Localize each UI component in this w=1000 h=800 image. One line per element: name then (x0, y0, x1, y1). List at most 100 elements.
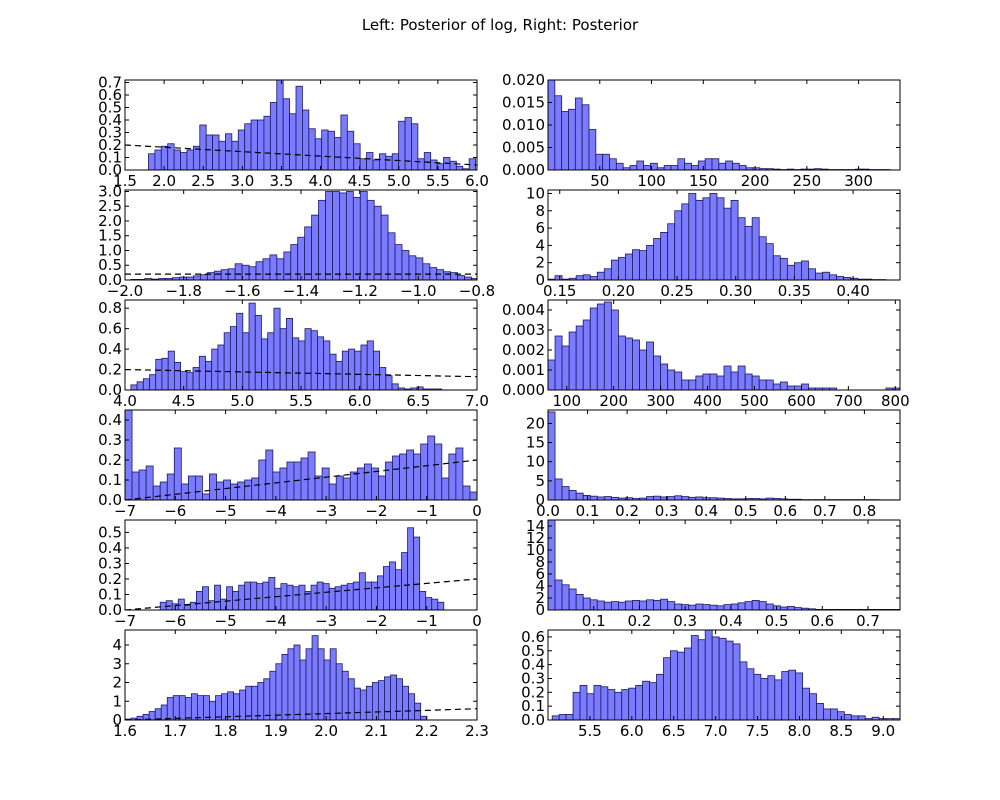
histogram-bar (681, 496, 690, 500)
histogram-bar (663, 657, 671, 720)
histogram-bar (298, 584, 306, 610)
histogram-bar (230, 483, 239, 500)
histogram-bar (561, 345, 570, 390)
histogram-bar (414, 702, 422, 720)
x-tick-label: 0.5 (734, 502, 758, 520)
histogram-bar (218, 140, 226, 170)
y-tick-label: 0.5 (521, 642, 545, 660)
x-tick-label: 0.3 (655, 502, 679, 520)
histogram-bar (340, 114, 348, 170)
histogram-bar (436, 269, 445, 280)
histogram-bar (420, 715, 428, 720)
x-tick-label: 5.5 (426, 172, 450, 190)
y-tick-label: 0.4 (521, 656, 545, 674)
x-tick-label: 7.5 (746, 722, 770, 740)
histogram-bar (603, 496, 612, 500)
plot-area (548, 193, 887, 280)
histogram-bar (830, 708, 838, 720)
histogram-bar (334, 137, 342, 170)
histogram-bar (469, 491, 477, 500)
histogram-bar (308, 128, 316, 170)
histogram-bar (213, 270, 222, 280)
histogram-bar (588, 129, 597, 170)
histogram-bar (582, 274, 591, 280)
histogram-bar (292, 337, 300, 390)
x-tick-label: 6.5 (662, 722, 686, 740)
histogram-bar (595, 153, 604, 170)
histogram-bar (779, 257, 788, 280)
histogram-bar (596, 271, 605, 280)
histogram-bar (299, 659, 307, 720)
histogram-bar (378, 153, 387, 170)
histogram-bar (237, 129, 246, 170)
y-tick-label: 2 (535, 254, 545, 272)
histogram-bar (589, 495, 598, 500)
x-tick-label: 0.25 (660, 282, 693, 300)
subplot-left-1: 1.5 2.0 2.5 3.0 3.5 4.0 4.5 5.0 5.5 6.00.00.10.20… (98, 74, 489, 191)
histogram-bar (372, 682, 379, 720)
plot-area (548, 301, 900, 390)
histogram-bar (427, 435, 436, 500)
histogram-bar (325, 191, 333, 280)
histogram-bar (130, 384, 138, 390)
histogram-bar (399, 453, 407, 500)
histogram-bar (586, 693, 595, 720)
histogram-bar (744, 601, 753, 610)
histogram-bar (725, 640, 734, 720)
histogram-bar (596, 600, 605, 610)
histogram-bar (242, 332, 250, 390)
histogram-bar (716, 197, 725, 280)
histogram-bar (625, 600, 633, 610)
histogram-bar (618, 601, 626, 610)
histogram-bar (251, 685, 259, 720)
y-tick-label: 0.7 (98, 74, 122, 92)
histogram-bar (625, 337, 633, 390)
histogram-bar (166, 697, 174, 720)
histogram-bar (356, 467, 365, 500)
histogram-bar (625, 253, 633, 280)
histogram-bar (709, 604, 718, 610)
y-tick-label: 0.000 (502, 161, 545, 179)
y-tick-label: 0 (112, 711, 122, 729)
y-tick-label: 0.4 (98, 539, 122, 557)
histogram-bar (751, 600, 760, 610)
histogram-bar (635, 684, 644, 720)
x-tick-label: −1.2 (341, 282, 377, 300)
histogram-bar (316, 581, 324, 610)
y-tick-label: 2.0 (98, 212, 122, 230)
histogram-bar (262, 258, 271, 280)
histogram-bar (370, 581, 378, 610)
histogram-bar (462, 485, 471, 500)
y-tick-label: 5 (535, 472, 545, 490)
histogram-bar (621, 689, 630, 720)
histogram-bar (372, 159, 380, 170)
histogram-bar (739, 661, 748, 720)
subplot-left-3: 4.0 4.5 5.0 5.5 6.0 6.5 7.0 0.0 0.2 0.4 0.6 0.8 (98, 299, 489, 410)
histogram-bar (697, 639, 706, 720)
x-tick-label: 2.5 (191, 172, 215, 190)
histogram-bar (227, 691, 235, 720)
histogram-bar (335, 663, 343, 720)
histogram-bar (317, 648, 325, 720)
histogram-bar (753, 673, 762, 720)
histogram-bar (795, 672, 804, 720)
histogram-bar (801, 383, 809, 390)
histogram-bar (575, 275, 584, 280)
histogram-bar (142, 378, 150, 390)
x-tick-label: −1.6 (224, 282, 260, 300)
histogram-bar (691, 165, 699, 170)
histogram-bar (148, 153, 156, 170)
x-tick-label: 0.6 (773, 502, 797, 520)
histogram-bar (561, 486, 570, 500)
x-tick-label: 200 (741, 172, 770, 190)
x-tick-label: −1.0 (400, 282, 436, 300)
y-tick-label: 0.5 (98, 523, 122, 541)
y-tick-label: 4 (535, 236, 545, 254)
histogram-bar (209, 473, 217, 500)
histogram-bar (646, 244, 654, 280)
histogram-bar (366, 340, 374, 390)
histogram-bar (688, 379, 697, 390)
y-tick-label: 0.010 (502, 116, 545, 134)
histogram-bar (402, 685, 410, 720)
histogram-bar (695, 199, 704, 280)
